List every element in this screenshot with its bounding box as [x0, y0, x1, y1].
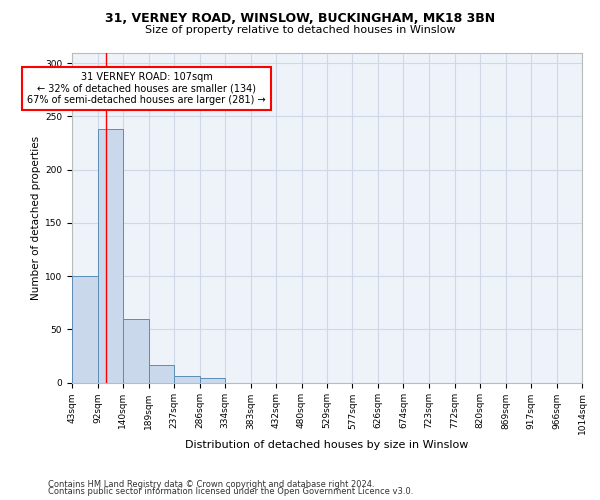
Bar [98, 129, 123, 382]
Text: Size of property relative to detached houses in Winslow: Size of property relative to detached ho… [145, 25, 455, 35]
Bar [72, 276, 98, 382]
Text: 31 VERNEY ROAD: 107sqm
← 32% of detached houses are smaller (134)
67% of semi-de: 31 VERNEY ROAD: 107sqm ← 32% of detached… [27, 72, 266, 105]
Y-axis label: Number of detached properties: Number of detached properties [31, 136, 41, 300]
Bar [200, 378, 225, 382]
Text: 31, VERNEY ROAD, WINSLOW, BUCKINGHAM, MK18 3BN: 31, VERNEY ROAD, WINSLOW, BUCKINGHAM, MK… [105, 12, 495, 26]
Bar [123, 318, 149, 382]
Bar [174, 376, 200, 382]
X-axis label: Distribution of detached houses by size in Winslow: Distribution of detached houses by size … [185, 440, 469, 450]
Text: Contains HM Land Registry data © Crown copyright and database right 2024.: Contains HM Land Registry data © Crown c… [48, 480, 374, 489]
Bar [149, 366, 174, 382]
Text: Contains public sector information licensed under the Open Government Licence v3: Contains public sector information licen… [48, 488, 413, 496]
